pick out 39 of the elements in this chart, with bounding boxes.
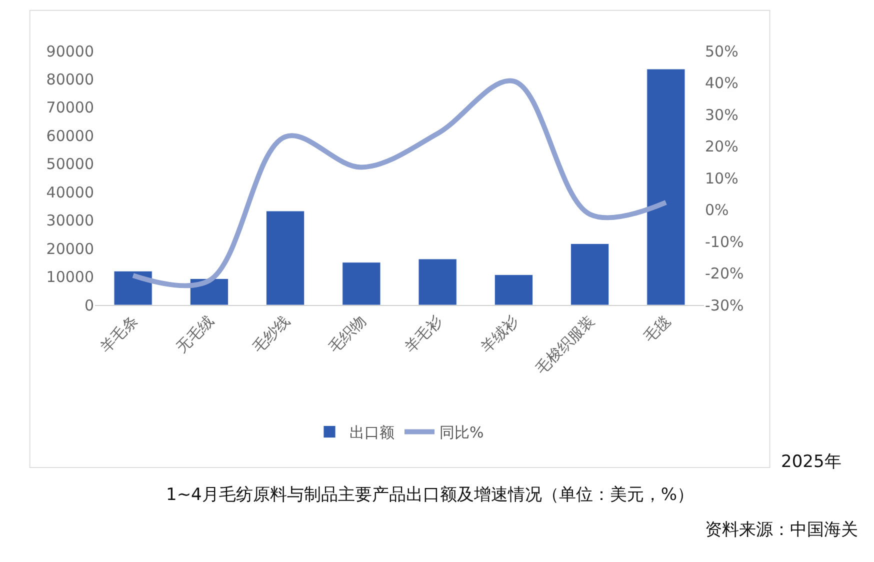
bar — [418, 258, 457, 305]
y2-tick-label: 50% — [705, 42, 738, 60]
legend-label: 同比% — [440, 424, 484, 442]
x-tick-label: 羊绒衫 — [477, 312, 522, 356]
bar — [266, 210, 305, 305]
bar — [114, 270, 152, 305]
y2-tick-label: -10% — [705, 232, 744, 251]
x-tick-label: 毛梭织服装 — [532, 312, 598, 378]
y2-tick-label: 40% — [705, 74, 738, 92]
y-tick-label: 60000 — [46, 126, 94, 145]
bar — [646, 68, 686, 305]
y2-tick-label: 20% — [705, 138, 738, 156]
y-tick-label: 10000 — [46, 268, 94, 286]
text: 1~4月毛纺原料与制品主要产品出口额及增速情况（单位：美元，%） — [166, 485, 694, 505]
x-tick-label: 羊毛衫 — [401, 312, 446, 356]
bar — [570, 244, 610, 305]
y2-tick-label: 10% — [705, 169, 738, 188]
y-tick-label: 30000 — [46, 212, 94, 230]
y-tick-label: 80000 — [46, 70, 94, 88]
y2-tick-label: -20% — [705, 264, 744, 282]
y-tick-label: 50000 — [46, 155, 94, 174]
legend-label: 出口额 — [350, 424, 394, 442]
x-tick-label: 无毛绒 — [172, 312, 218, 356]
text: 2025年 — [781, 452, 842, 472]
y2-tick-label: 30% — [705, 106, 738, 124]
y-tick-label: 70000 — [46, 98, 94, 117]
y2-tick-label: -30% — [705, 296, 744, 314]
bar — [494, 274, 533, 305]
x-tick-label: 毛织物 — [325, 312, 370, 356]
x-tick-label: 羊毛条 — [96, 312, 142, 356]
y-tick-label: 90000 — [46, 42, 94, 60]
y-tick-label: 20000 — [46, 240, 94, 258]
x-tick-label: 毛毯 — [640, 312, 674, 346]
text: 资料来源：中国海关 — [705, 520, 858, 540]
y-tick-label: 40000 — [46, 183, 94, 202]
bar — [342, 262, 381, 305]
y-tick-label: 0 — [84, 296, 94, 314]
x-tick-label: 毛纱线 — [248, 312, 294, 356]
y2-tick-label: 0% — [705, 201, 729, 219]
